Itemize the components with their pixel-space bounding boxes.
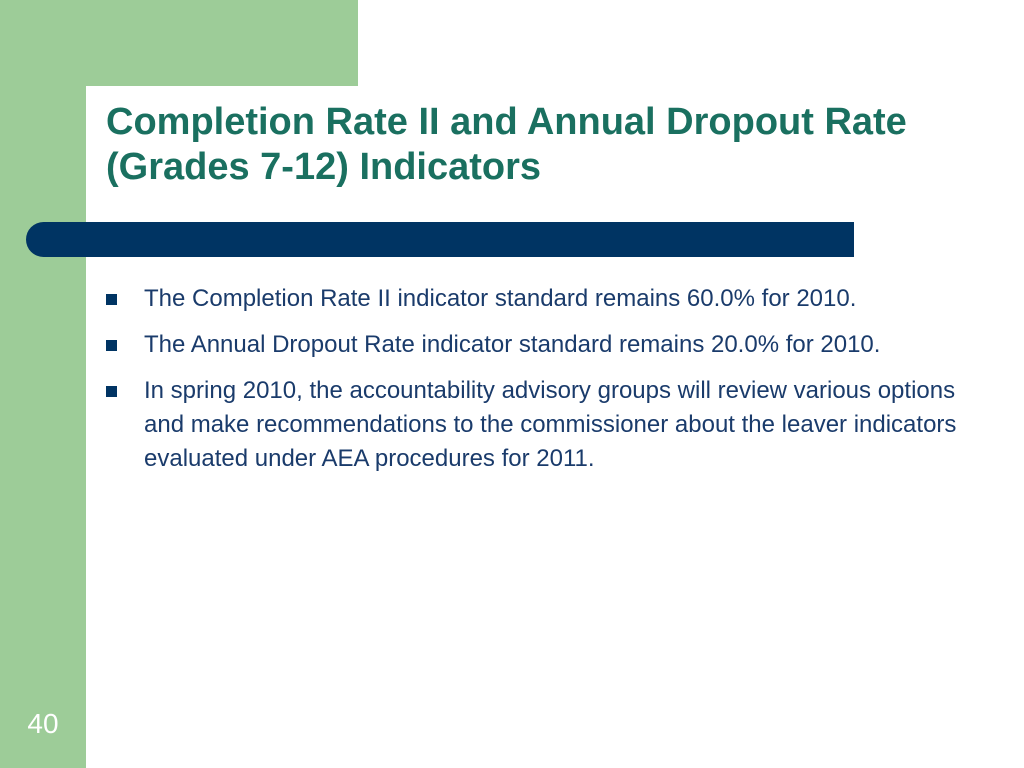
bullet-item: The Completion Rate II indicator standar… xyxy=(106,282,986,316)
square-bullet-icon xyxy=(106,294,117,305)
bullet-text: In spring 2010, the accountability advis… xyxy=(144,377,957,472)
rounded-corner xyxy=(86,86,166,166)
bullet-item: The Annual Dropout Rate indicator standa… xyxy=(106,328,986,362)
square-bullet-icon xyxy=(106,386,117,397)
slide-title: Completion Rate II and Annual Dropout Ra… xyxy=(106,101,907,188)
bullet-text: The Annual Dropout Rate indicator standa… xyxy=(144,331,881,358)
title-underline-bar xyxy=(26,222,854,257)
square-bullet-icon xyxy=(106,340,117,351)
slide-number: 40 xyxy=(27,708,59,739)
green-top-band xyxy=(0,0,358,86)
bullet-list: The Completion Rate II indicator standar… xyxy=(106,282,986,488)
bullet-text: The Completion Rate II indicator standar… xyxy=(144,285,857,312)
green-side-band xyxy=(0,0,86,768)
bullet-item: In spring 2010, the accountability advis… xyxy=(106,374,986,476)
